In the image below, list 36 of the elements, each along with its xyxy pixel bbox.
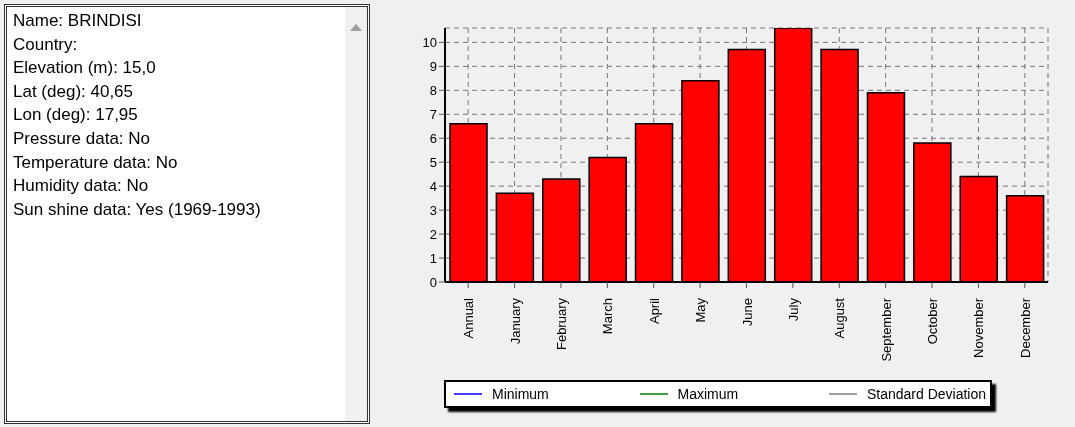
text: Lat (deg): 40,65 <box>13 80 135 103</box>
text: Sun shine data: Yes (1969-1993) <box>13 198 261 221</box>
text: Temperature data: No <box>13 151 179 174</box>
y-tick-label: 2 <box>429 226 437 242</box>
x-tick-label: March <box>600 298 616 335</box>
x-tick-label: October <box>925 297 941 345</box>
text: Pressure data: No <box>13 127 151 150</box>
y-tick-label: 1 <box>429 250 437 266</box>
y-tick-label: 8 <box>429 82 437 98</box>
x-tick-label: January <box>507 297 523 345</box>
legend-label: Maximum <box>676 386 739 402</box>
x-tick-label: September <box>878 297 894 362</box>
text: Elevation (m): 15,0 <box>13 57 157 80</box>
x-tick-label: May <box>693 297 709 323</box>
x-tick-label: June <box>739 298 755 327</box>
legend-label: Standard Deviation <box>865 386 986 402</box>
legend-label: Minimum <box>491 386 549 402</box>
x-tick-label: December <box>1017 297 1033 358</box>
y-tick-label: 7 <box>429 106 437 122</box>
text: Country: <box>13 33 79 56</box>
y-tick-label: 9 <box>429 58 437 74</box>
text: Lon (deg): 17,95 <box>13 104 139 127</box>
text: Humidity data: No <box>13 175 150 198</box>
x-tick-label: February <box>553 297 569 351</box>
y-tick-label: 0 <box>429 274 437 290</box>
x-tick-label: April <box>646 297 662 325</box>
x-tick-label: Annual <box>461 297 477 339</box>
y-tick-label: 6 <box>429 130 437 146</box>
x-tick-label: July <box>785 297 801 322</box>
y-tick-label: 3 <box>429 202 437 218</box>
y-tick-label: 10 <box>422 34 437 50</box>
x-tick-label: November <box>971 297 987 358</box>
x-tick-label: August <box>832 297 848 339</box>
text: Name: BRINDISI <box>13 10 143 32</box>
y-tick-label: 5 <box>429 154 437 170</box>
y-tick-label: 4 <box>429 178 437 194</box>
